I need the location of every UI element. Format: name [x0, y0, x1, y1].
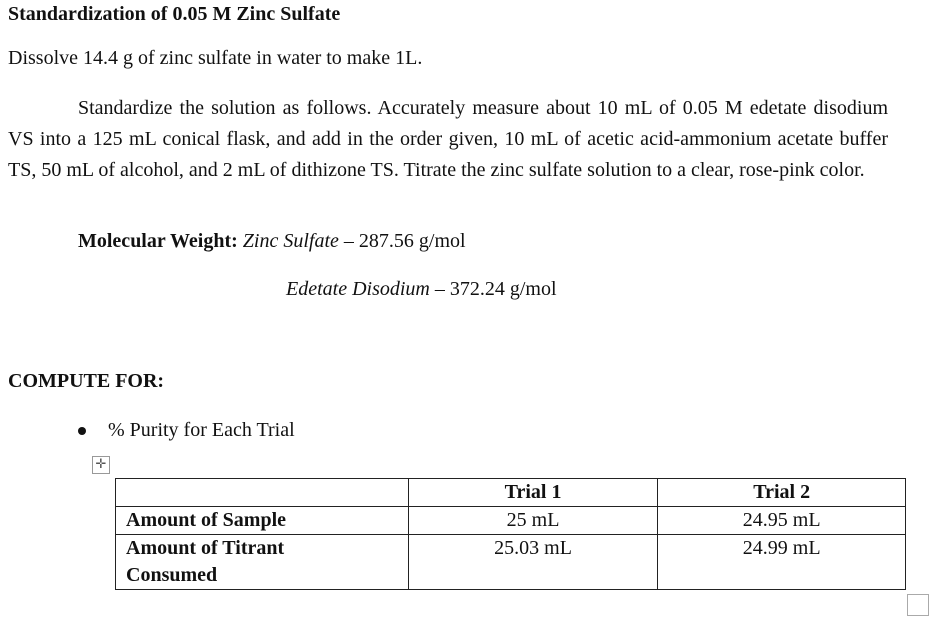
- table-header-row: Trial 1 Trial 2: [115, 478, 906, 507]
- document-title: Standardization of 0.05 M Zinc Sulfate: [8, 3, 341, 25]
- molecular-weight-line-1: Molecular Weight: Zinc Sulfate – 287.56 …: [78, 230, 466, 253]
- table-header-cell: Trial 1: [407, 478, 659, 507]
- table-cell: 25.03 mL: [407, 534, 659, 590]
- table-cell: 25 mL: [407, 506, 659, 535]
- table-header-cell: [115, 478, 409, 507]
- compound-weight: – 372.24 g/mol: [429, 278, 557, 300]
- bullet-text: % Purity for Each Trial: [108, 419, 295, 441]
- row-label: Amount of Titrant Consumed: [115, 534, 409, 590]
- table-cell: 24.95 mL: [657, 506, 906, 535]
- table-row: Amount of Titrant Consumed 25.03 mL 24.9…: [115, 534, 906, 590]
- bullet-icon: [78, 427, 86, 436]
- table-cell: 24.99 mL: [657, 534, 906, 590]
- compound-name: Zinc Sulfate: [242, 230, 339, 252]
- bullet-item: % Purity for Each Trial: [78, 419, 295, 442]
- table-row: Amount of Sample 25 mL 24.95 mL: [115, 506, 906, 535]
- table-header-cell: Trial 2: [657, 478, 906, 507]
- data-table: Trial 1 Trial 2 Amount of Sample 25 mL 2…: [115, 478, 906, 590]
- table-resize-handle[interactable]: [907, 594, 929, 616]
- compute-heading: COMPUTE FOR:: [8, 370, 165, 392]
- compound-name: Edetate Disodium: [286, 278, 430, 300]
- procedure-paragraph: Standardize the solution as follows. Acc…: [8, 97, 888, 181]
- intro-paragraph: Dissolve 14.4 g of zinc sulfate in water…: [8, 47, 423, 69]
- compound-weight: – 287.56 g/mol: [338, 230, 466, 252]
- molecular-weight-line-2: Edetate Disodium – 372.24 g/mol: [286, 278, 557, 301]
- table-move-handle-icon[interactable]: ✛: [92, 456, 110, 474]
- row-label: Amount of Sample: [115, 506, 409, 535]
- molecular-weight-label: Molecular Weight:: [78, 230, 238, 252]
